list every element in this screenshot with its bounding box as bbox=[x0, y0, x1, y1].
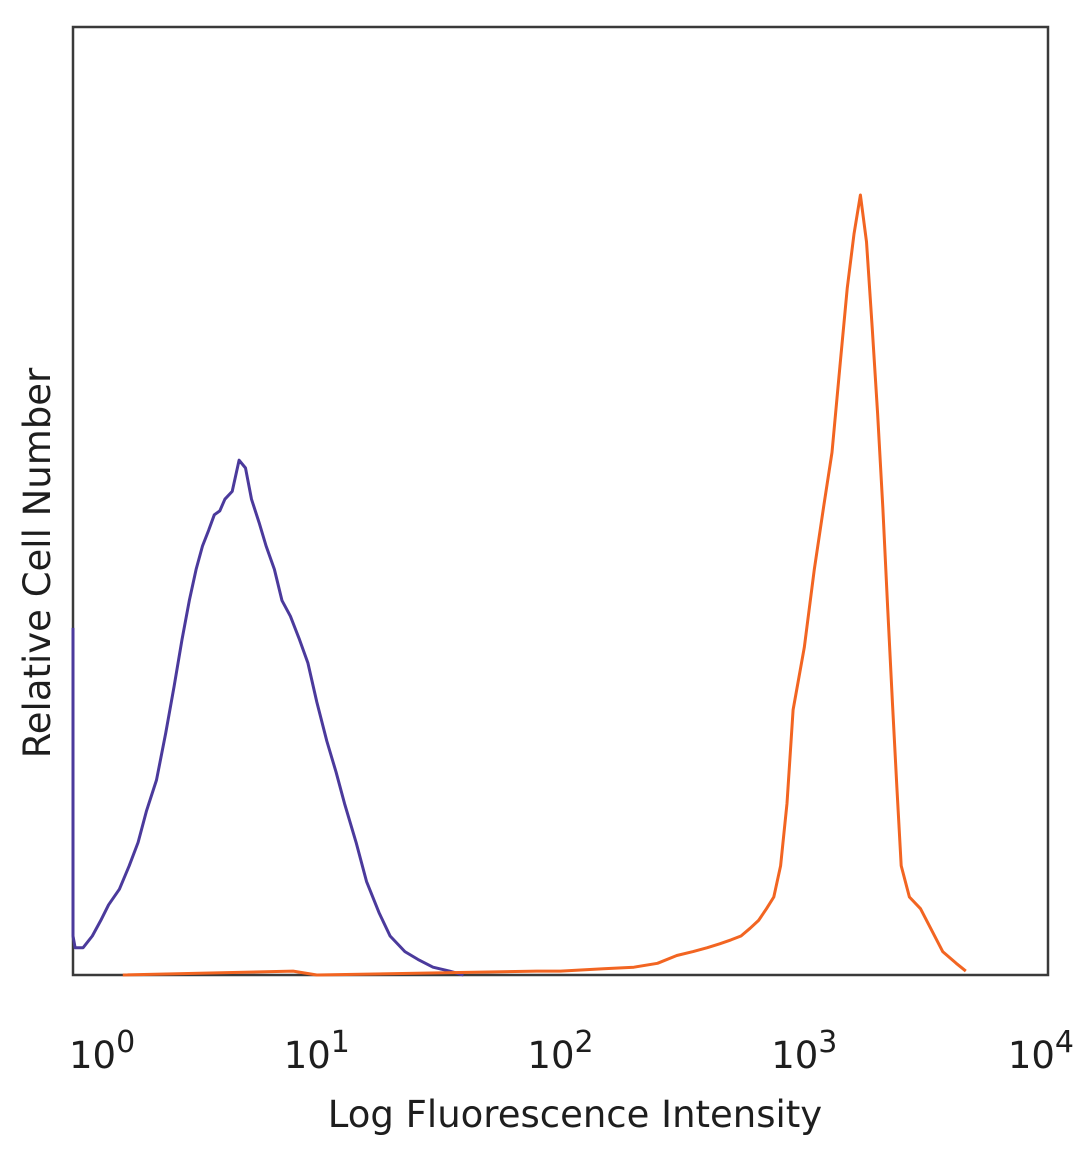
x-tick-labels: 100 101 102 103 104 bbox=[69, 1025, 1074, 1077]
y-axis-label: Relative Cell Number bbox=[16, 367, 59, 758]
x-tick-label: 104 bbox=[1008, 1025, 1074, 1077]
x-axis-label: Log Fluorescence Intensity bbox=[328, 1093, 822, 1136]
histogram-series-2 bbox=[122, 193, 967, 977]
x-tick-label: 103 bbox=[771, 1025, 837, 1077]
x-tick-label: 102 bbox=[527, 1025, 593, 1077]
x-tick-label: 101 bbox=[284, 1025, 350, 1077]
histogram-series-1 bbox=[71, 458, 464, 977]
series-layer bbox=[71, 193, 967, 977]
plot-frame bbox=[71, 25, 1050, 977]
x-tick-label: 100 bbox=[69, 1025, 135, 1077]
